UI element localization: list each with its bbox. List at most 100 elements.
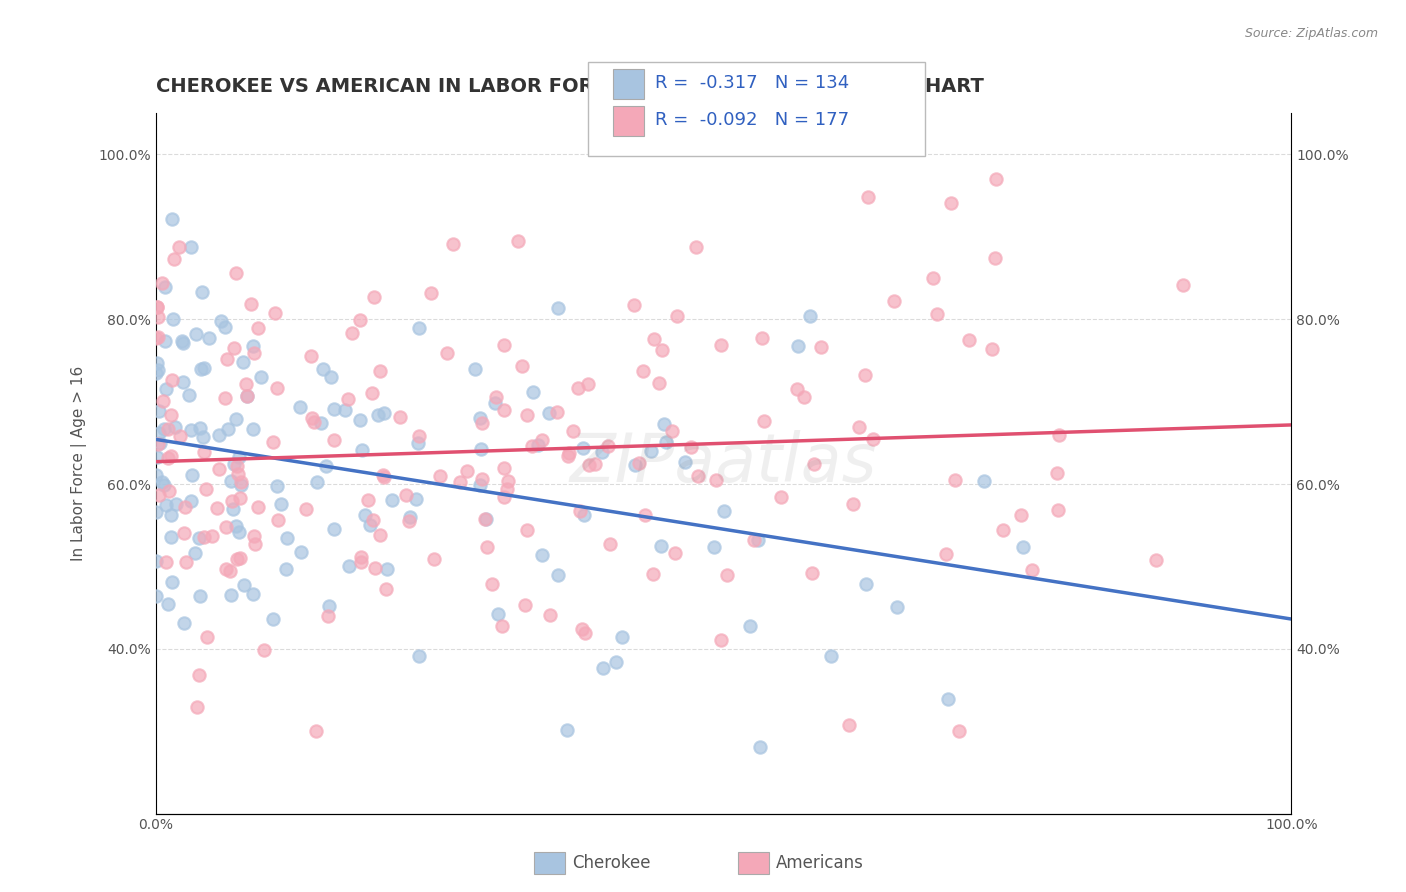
Point <box>364 561 387 575</box>
Point <box>381 493 404 508</box>
Point <box>153 279 176 293</box>
Point <box>305 724 328 739</box>
Point <box>562 424 585 438</box>
Point <box>599 537 621 551</box>
Text: ZIPaatlas: ZIPaatlas <box>569 431 877 497</box>
Point <box>299 349 322 363</box>
Point <box>747 533 769 547</box>
Text: R =  -0.092   N = 177: R = -0.092 N = 177 <box>655 112 849 129</box>
Point <box>957 334 980 348</box>
Point <box>838 717 860 731</box>
Point <box>222 502 245 516</box>
Point <box>640 444 662 458</box>
Point <box>508 234 530 248</box>
Point <box>484 391 506 405</box>
Point <box>302 415 325 429</box>
Point <box>160 574 183 589</box>
Point <box>531 548 554 562</box>
Point <box>492 402 515 417</box>
Point <box>1021 563 1043 577</box>
Point <box>803 457 825 471</box>
Point <box>389 409 412 424</box>
Point <box>984 251 1007 265</box>
Point <box>214 320 236 334</box>
Point <box>515 599 537 613</box>
Point <box>153 422 176 436</box>
Point <box>350 549 373 564</box>
Point <box>262 612 284 626</box>
Point <box>522 439 544 453</box>
Point <box>180 423 202 437</box>
Point <box>176 555 198 569</box>
Point <box>470 410 492 425</box>
Point <box>337 558 360 573</box>
Point <box>363 290 385 304</box>
Point <box>655 434 678 449</box>
Point <box>408 321 430 335</box>
Point <box>350 555 373 569</box>
Point <box>449 475 471 490</box>
Point <box>716 567 738 582</box>
Point <box>323 522 346 536</box>
Point <box>801 566 824 580</box>
Point <box>266 513 288 527</box>
Point <box>574 626 596 640</box>
Point <box>648 376 671 390</box>
Point <box>172 335 194 350</box>
Point <box>179 388 201 402</box>
Point <box>652 417 675 431</box>
Point <box>936 691 959 706</box>
Point <box>188 421 211 435</box>
Point <box>242 338 264 352</box>
Point <box>841 497 863 511</box>
Point <box>193 360 215 375</box>
Point <box>295 502 318 516</box>
Point <box>169 429 191 443</box>
Point <box>170 334 193 349</box>
Point <box>352 443 374 458</box>
Point <box>456 465 478 479</box>
Point <box>157 597 180 611</box>
Point <box>538 607 561 622</box>
Point <box>195 631 218 645</box>
Point <box>862 432 884 446</box>
Point <box>225 519 247 533</box>
Point <box>349 413 371 427</box>
Point <box>209 314 232 328</box>
Point <box>973 474 995 488</box>
Point <box>225 266 247 280</box>
Point <box>643 566 665 581</box>
Point <box>323 402 346 417</box>
Point <box>592 660 614 674</box>
Point <box>710 338 733 352</box>
Point <box>666 309 689 323</box>
Point <box>429 468 451 483</box>
Point <box>290 545 312 559</box>
Point <box>301 411 323 425</box>
Point <box>173 615 195 630</box>
Point <box>799 309 821 323</box>
Point <box>481 577 503 591</box>
Point <box>309 416 332 430</box>
Point <box>634 508 657 522</box>
Point <box>215 520 238 534</box>
Point <box>172 375 194 389</box>
Point <box>787 338 810 352</box>
Point <box>576 377 599 392</box>
Point <box>165 420 187 434</box>
Point <box>673 455 696 469</box>
Point <box>935 548 957 562</box>
Point <box>200 529 222 543</box>
Point <box>353 508 375 523</box>
Point <box>253 643 276 657</box>
Point <box>207 428 229 442</box>
Point <box>155 555 177 569</box>
Point <box>193 444 215 458</box>
Point <box>242 421 264 435</box>
Point <box>214 391 236 405</box>
Point <box>333 403 356 417</box>
Point <box>187 668 209 682</box>
Point <box>510 359 533 374</box>
Point <box>567 381 589 395</box>
Point <box>187 531 209 545</box>
